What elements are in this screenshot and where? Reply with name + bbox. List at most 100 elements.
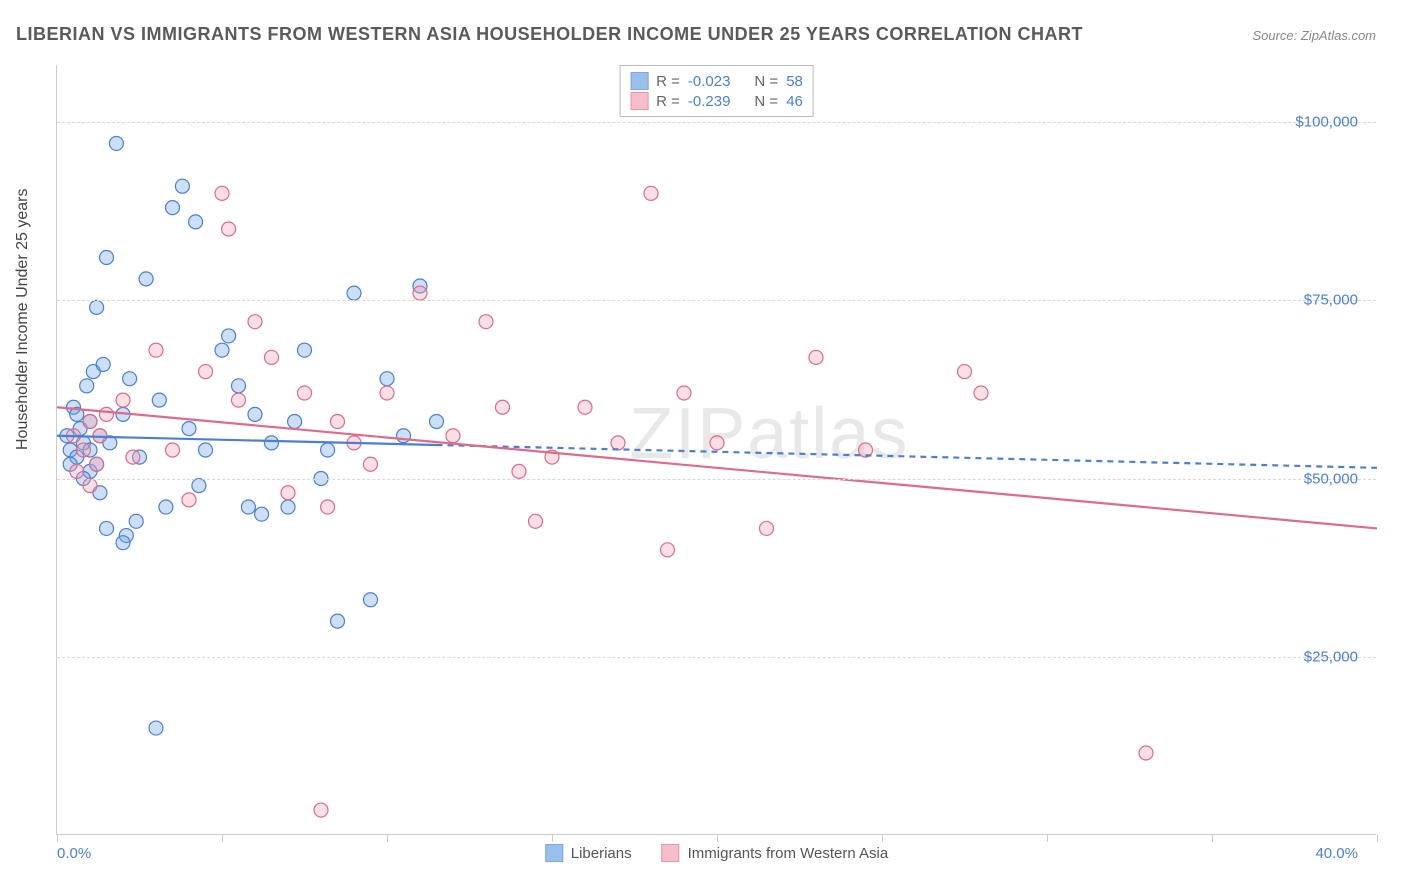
x-tick-mark [552,834,553,842]
scatter-point [83,414,97,428]
scatter-point [152,393,166,407]
scatter-point [430,414,444,428]
scatter-plot-svg [57,65,1376,834]
legend-swatch-bottom-1 [662,844,680,862]
scatter-point [100,521,114,535]
x-axis-max-label: 40.0% [1315,845,1358,862]
scatter-point [288,414,302,428]
x-tick-mark [882,834,883,842]
scatter-point [281,500,295,514]
scatter-point [314,803,328,817]
x-tick-mark [717,834,718,842]
scatter-point [159,500,173,514]
x-tick-mark [1212,834,1213,842]
n-label: N = [754,93,778,110]
legend-series-box: Liberians Immigrants from Western Asia [545,844,889,862]
scatter-point [364,457,378,471]
scatter-point [189,215,203,229]
scatter-point [710,436,724,450]
scatter-point [70,464,84,478]
scatter-point [496,400,510,414]
y-tick-label: $50,000 [1304,470,1358,487]
legend-stats-box: R = -0.023 N = 58 R = -0.239 N = 46 [619,65,814,117]
legend-series-item-0: Liberians [545,844,632,862]
scatter-point [529,514,543,528]
scatter-point [331,614,345,628]
legend-swatch-1 [630,92,648,110]
scatter-point [661,543,675,557]
scatter-point [446,429,460,443]
trend-line-extrapolated [437,445,1378,468]
source-label: Source: ZipAtlas.com [1252,28,1376,43]
trend-line-solid [57,407,1146,507]
y-tick-label: $25,000 [1304,648,1358,665]
scatter-point [248,407,262,421]
legend-swatch-0 [630,72,648,90]
scatter-point [298,386,312,400]
legend-swatch-bottom-0 [545,844,563,862]
legend-stats-row-0: R = -0.023 N = 58 [630,72,803,90]
trend-line-extrapolated [1146,507,1377,528]
scatter-point [199,443,213,457]
scatter-point [380,386,394,400]
scatter-point [222,329,236,343]
y-tick-label: $75,000 [1304,292,1358,309]
scatter-point [149,343,163,357]
x-tick-mark [1047,834,1048,842]
legend-stats-row-1: R = -0.239 N = 46 [630,92,803,110]
scatter-point [76,443,90,457]
scatter-point [166,443,180,457]
scatter-point [611,436,625,450]
legend-series-label-0: Liberians [571,845,632,862]
x-tick-mark [57,834,58,842]
scatter-point [192,479,206,493]
scatter-point [116,536,130,550]
scatter-point [265,350,279,364]
scatter-point [255,507,269,521]
chart-title: LIBERIAN VS IMMIGRANTS FROM WESTERN ASIA… [16,24,1083,45]
scatter-point [222,222,236,236]
scatter-point [380,372,394,386]
y-tick-label: $100,000 [1295,114,1358,131]
scatter-point [166,201,180,215]
scatter-point [80,379,94,393]
scatter-point [413,286,427,300]
grid-line-horizontal [57,479,1376,480]
scatter-point [347,286,361,300]
scatter-point [232,393,246,407]
scatter-point [90,300,104,314]
scatter-point [215,343,229,357]
scatter-point [139,272,153,286]
legend-series-label-1: Immigrants from Western Asia [688,845,889,862]
scatter-point [232,379,246,393]
scatter-point [974,386,988,400]
scatter-point [126,450,140,464]
r-label: R = [656,93,680,110]
scatter-point [578,400,592,414]
scatter-point [123,372,137,386]
scatter-point [321,443,335,457]
x-tick-mark [222,834,223,842]
n-label: N = [754,73,778,90]
n-value-1: 46 [786,93,803,110]
r-value-1: -0.239 [688,93,731,110]
x-axis-min-label: 0.0% [57,845,91,862]
r-label: R = [656,73,680,90]
chart-plot-area: ZIPatlas R = -0.023 N = 58 R = -0.239 N … [56,65,1376,835]
scatter-point [116,393,130,407]
scatter-point [397,429,411,443]
scatter-point [331,414,345,428]
scatter-point [265,436,279,450]
scatter-point [129,514,143,528]
grid-line-horizontal [57,300,1376,301]
grid-line-horizontal [57,657,1376,658]
scatter-point [248,315,262,329]
scatter-point [199,365,213,379]
scatter-point [298,343,312,357]
scatter-point [215,186,229,200]
scatter-point [149,721,163,735]
scatter-point [96,357,110,371]
scatter-point [321,500,335,514]
scatter-point [809,350,823,364]
scatter-point [100,407,114,421]
